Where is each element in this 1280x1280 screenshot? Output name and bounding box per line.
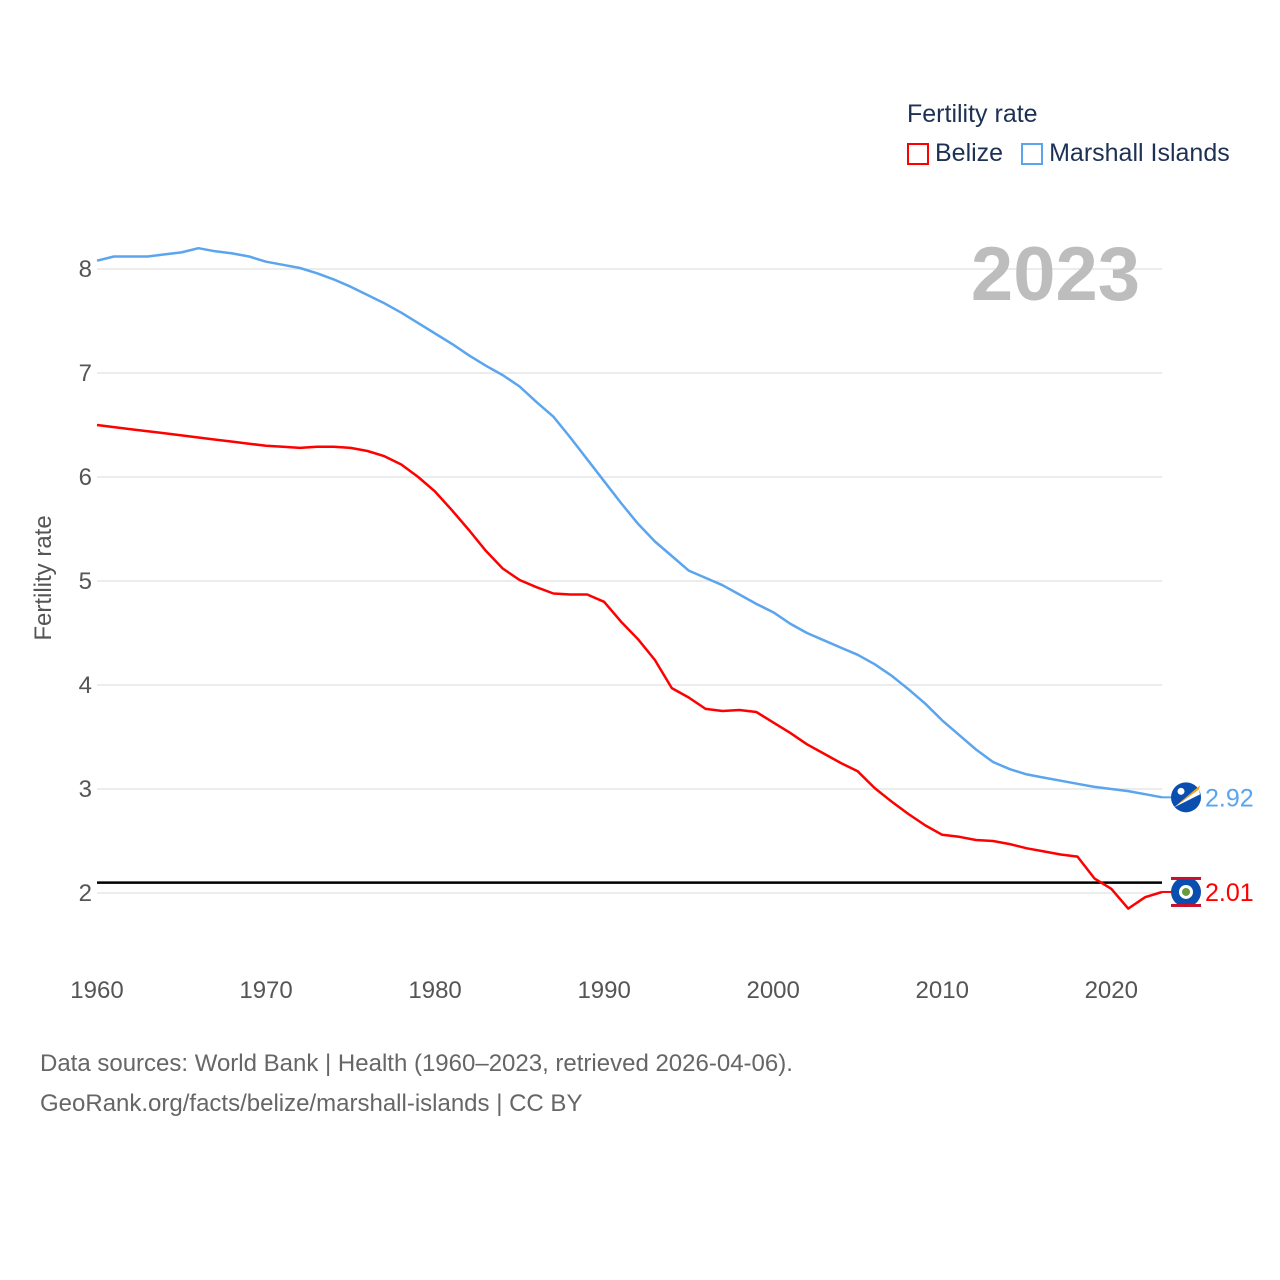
legend-swatch-marshall-islands bbox=[1021, 142, 1044, 165]
y-tick-label: 3 bbox=[79, 776, 92, 803]
x-tick-label: 2020 bbox=[1085, 977, 1138, 1004]
legend-swatch-belize bbox=[907, 142, 929, 165]
footer: Data sources: World Bank | Health (1960–… bbox=[40, 1044, 793, 1124]
y-tick-label: 6 bbox=[79, 464, 92, 491]
x-axis-ticks: 1960 1970 1980 1990 2000 2010 2020 bbox=[70, 977, 1138, 1004]
y-tick-label: 4 bbox=[79, 672, 92, 699]
flag-icon-belize bbox=[1171, 876, 1201, 907]
legend: Fertility rate Belize Marshall Islands bbox=[907, 100, 1230, 168]
y-axis-ticks: 2 3 4 5 6 7 8 bbox=[79, 256, 92, 907]
x-tick-label: 1960 bbox=[70, 977, 123, 1004]
legend-title: Fertility rate bbox=[907, 100, 1038, 128]
x-tick-label: 2000 bbox=[746, 977, 799, 1004]
flag-stripe-orange bbox=[1174, 785, 1200, 808]
series-lines bbox=[96, 246, 1163, 910]
x-tick-label: 1990 bbox=[577, 977, 630, 1004]
series-line-belize bbox=[96, 423, 1163, 910]
legend-label-marshall-islands: Marshall Islands bbox=[1049, 139, 1230, 167]
flag-stripe-white bbox=[1174, 789, 1200, 808]
y-tick-label: 7 bbox=[79, 360, 92, 387]
legend-item-marshall-islands[interactable]: Marshall Islands bbox=[1021, 139, 1230, 168]
flag-star bbox=[1177, 787, 1185, 795]
y-tick-label: 2 bbox=[79, 880, 92, 907]
flag-stripe bbox=[1171, 876, 1201, 880]
attribution-link[interactable]: GeoRank.org/facts/belize/marshall-island… bbox=[40, 1090, 583, 1117]
end-markers: 2.01 2.92 bbox=[1162, 782, 1254, 907]
x-tick-label: 1980 bbox=[408, 977, 461, 1004]
legend-item-belize[interactable]: Belize bbox=[907, 139, 1003, 168]
x-tick-label: 1970 bbox=[239, 977, 292, 1004]
end-value-label-marshall-islands: 2.92 bbox=[1205, 784, 1254, 812]
flag-emblem-center bbox=[1182, 887, 1190, 896]
year-label: 2023 bbox=[971, 232, 1140, 317]
y-tick-label: 8 bbox=[79, 256, 92, 283]
y-tick-label: 5 bbox=[79, 568, 92, 595]
legend-label-belize: Belize bbox=[935, 139, 1004, 167]
gridlines bbox=[97, 268, 1162, 894]
flag-icon-marshall-islands bbox=[1171, 782, 1201, 813]
end-value-label-belize: 2.01 bbox=[1205, 879, 1254, 907]
y-axis-label: Fertility rate bbox=[30, 515, 57, 640]
x-tick-label: 2010 bbox=[916, 977, 969, 1004]
series-line-marshall-islands bbox=[96, 246, 1163, 799]
data-source-text: Data sources: World Bank | Health (1960–… bbox=[40, 1050, 793, 1077]
flag-stripe bbox=[1171, 903, 1201, 907]
